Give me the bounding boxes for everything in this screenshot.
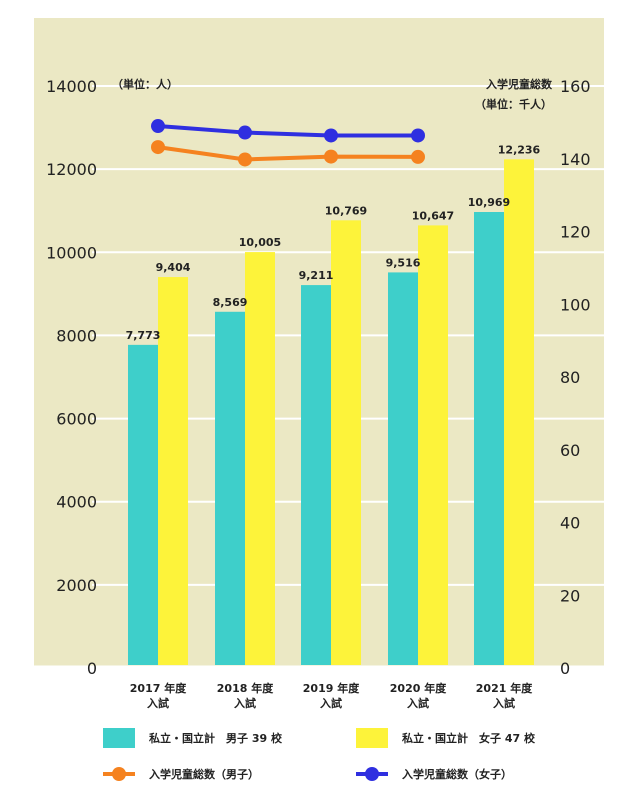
legend-label-girls-line: 入学児童総数（女子） [402, 768, 512, 781]
data-labels: 7,773 8,569 9,211 9,516 10,969 9,404 10,005 10,… [126, 143, 541, 342]
legend-item-boys-line: 入学児童総数（男子） [103, 766, 259, 782]
legend-label-boys-bar: 私立・国立計 男子 39 校 [149, 732, 282, 745]
left-axis-unit-label: （単位：人） [112, 77, 178, 91]
legend-swatch-boys-bar [103, 728, 135, 748]
left-axis-tick-label: 8000 [56, 326, 97, 345]
data-label-girls: 12,236 [498, 143, 541, 156]
line-point-girls [238, 125, 252, 140]
left-axis-tick-label: 2000 [56, 576, 97, 595]
right-axis-tick-label: 140 [560, 150, 591, 169]
line-girls [157, 124, 418, 138]
data-label-boys: 10,969 [468, 196, 510, 209]
legend-item-girls-bar: 私立・国立計 女子 47 校 [356, 728, 535, 748]
bar-girls [331, 220, 361, 665]
right-axis-tick-label: 100 [560, 295, 591, 314]
line-point-girls [151, 119, 165, 134]
data-label-boys: 7,773 [126, 329, 161, 342]
axis-ticks: 0 2000 4000 6000 8000 10000 12000 14000 0 20 40 60 8… [46, 77, 590, 710]
line-point-boys [238, 152, 252, 167]
right-axis-tick-label: 60 [560, 441, 580, 460]
right-axis-tick-label: 160 [560, 77, 591, 96]
data-label-girls: 9,404 [156, 261, 191, 274]
left-axis-tick-label: 14000 [46, 77, 97, 96]
line-point-boys [151, 140, 165, 155]
right-axis-tick-label: 20 [560, 586, 580, 605]
left-axis-tick-label: 6000 [56, 410, 97, 429]
legend-label-girls-bar: 私立・国立計 女子 47 校 [402, 732, 535, 745]
right-axis-tick-label: 80 [560, 368, 580, 387]
left-axis-tick-label: 4000 [56, 493, 97, 512]
left-axis-tick-label: 0 [87, 659, 97, 678]
bar-boys [301, 285, 331, 665]
bar-girls [418, 225, 448, 665]
legend-item-girls-line: 入学児童総数（女子） [356, 766, 512, 782]
data-label-boys: 9,516 [386, 256, 421, 269]
legend-swatch-boys-line [103, 767, 135, 781]
data-label-boys: 9,211 [299, 269, 334, 282]
right-axis-title: 入学児童総数 [486, 77, 553, 91]
line-marks [151, 119, 425, 167]
data-label-boys: 8,569 [213, 296, 248, 309]
bar-boys [474, 212, 504, 666]
line-boys [157, 145, 419, 162]
data-label-girls: 10,005 [239, 236, 281, 249]
right-axis-tick-label: 40 [560, 514, 580, 533]
line-point-boys [411, 149, 425, 164]
legend-item-boys-bar: 私立・国立計 男子 39 校 [103, 728, 282, 748]
bar-girls [245, 252, 275, 665]
x-axis-tick-label: 2020 年度入試 [390, 681, 447, 710]
x-axis-tick-label: 2018 年度入試 [217, 681, 274, 710]
x-axis-tick-label: 2019 年度入試 [303, 681, 360, 710]
legend: 私立・国立計 男子 39 校 私立・国立計 女子 47 校 入学児童総数（男子）… [0, 714, 638, 798]
bar-marks [128, 159, 534, 666]
left-axis-tick-label: 10000 [46, 243, 97, 262]
line-point-girls [411, 128, 425, 143]
bar-girls [158, 277, 188, 665]
legend-swatch-girls-bar [356, 728, 388, 748]
legend-swatch-girls-line [356, 767, 388, 781]
data-label-girls: 10,769 [325, 204, 367, 217]
right-axis-unit-label: （単位：千人） [475, 97, 552, 111]
left-axis-tick-label: 12000 [46, 160, 97, 179]
bar-girls [504, 159, 534, 665]
line-point-boys [324, 149, 338, 164]
line-point-girls [324, 128, 338, 143]
bar-boys [128, 344, 158, 665]
legend-label-boys-line: 入学児童総数（男子） [149, 768, 259, 781]
right-axis-tick-label: 120 [560, 223, 591, 242]
x-axis-tick-label: 2021 年度入試 [476, 681, 533, 710]
x-axis-tick-label: 2017 年度入試 [130, 681, 187, 710]
right-axis-tick-label: 0 [560, 659, 570, 678]
bar-boys [215, 311, 245, 665]
data-label-girls: 10,647 [412, 209, 454, 222]
bar-boys [388, 272, 418, 665]
